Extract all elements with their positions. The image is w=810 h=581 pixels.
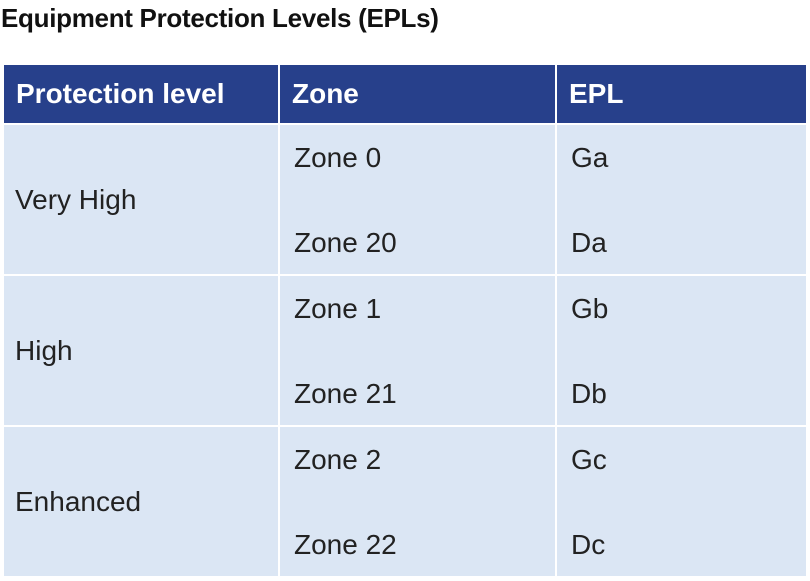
table-row-group: Enhanced Zone 2 Zone 22 Gc Dc — [4, 425, 806, 576]
epl-table: Protection level Zone EPL Very High Zone… — [4, 65, 806, 576]
epl-value: Gb — [571, 293, 609, 324]
zone-value: Zone 21 — [294, 378, 397, 409]
table-header-row: Protection level Zone EPL — [4, 65, 806, 123]
epl-value: Db — [571, 378, 607, 409]
epl-value: Gc — [571, 444, 607, 475]
header-zone: Zone — [278, 65, 555, 123]
zone-cell: Zone 2 Zone 22 — [278, 427, 555, 576]
zone-cell: Zone 1 Zone 21 — [278, 276, 555, 425]
zone-value: Zone 22 — [294, 529, 397, 560]
epl-cell: Gc Dc — [555, 427, 806, 576]
zone-value: Zone 20 — [294, 227, 397, 258]
epl-cell: Gb Db — [555, 276, 806, 425]
header-protection-level: Protection level — [16, 78, 225, 109]
protection-level-cell: Enhanced — [15, 485, 142, 517]
table-row-group: Very High Zone 0 Zone 20 Ga Da — [4, 123, 806, 274]
zone-value: Zone 1 — [294, 293, 382, 324]
zone-value: Zone 2 — [294, 444, 382, 475]
page-title: Equipment Protection Levels (EPLs) — [1, 3, 439, 33]
protection-level-cell: Very High — [15, 183, 137, 215]
header-epl: EPL — [555, 65, 806, 123]
protection-level-cell: High — [15, 334, 73, 366]
epl-cell: Ga Da — [555, 125, 806, 274]
epl-value: Ga — [571, 142, 609, 173]
zone-cell: Zone 0 Zone 20 — [278, 125, 555, 274]
table-row-group: High Zone 1 Zone 21 Gb Db — [4, 274, 806, 425]
epl-value: Dc — [571, 529, 606, 560]
zone-value: Zone 0 — [294, 142, 382, 173]
epl-value: Da — [571, 227, 607, 258]
